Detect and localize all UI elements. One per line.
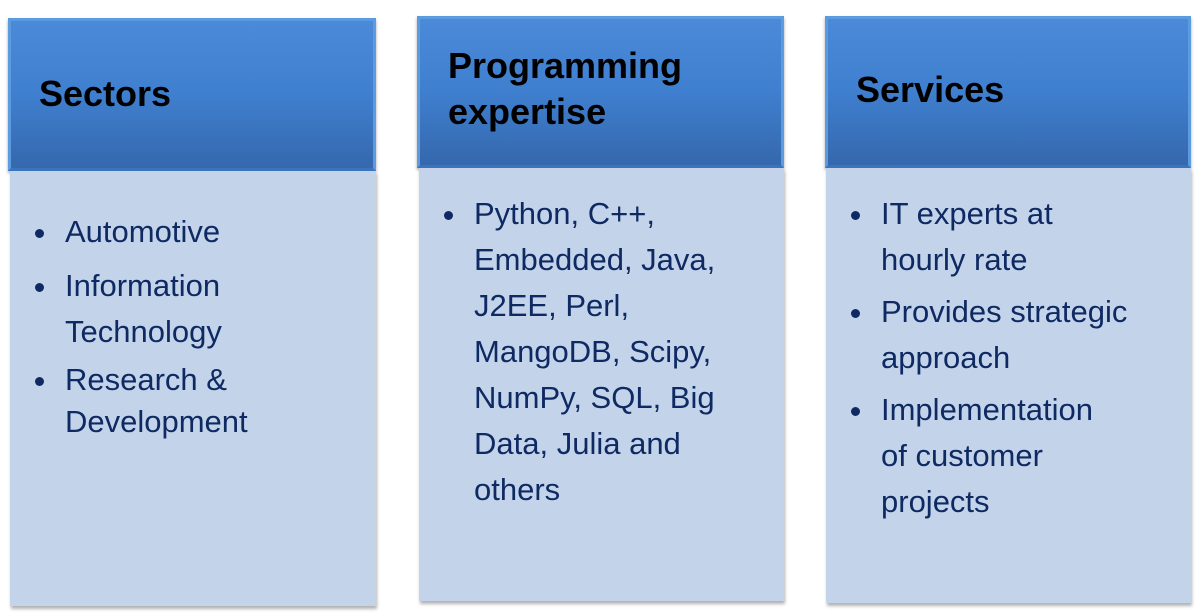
list-item: Automotive [32, 209, 370, 255]
line: Information [65, 268, 221, 303]
line: Embedded, Java, [474, 242, 716, 277]
line: hourly rate [881, 242, 1028, 277]
list-item: Implementation of customer projects [848, 387, 1185, 525]
line: Implementation [881, 392, 1093, 427]
list-item: Python, C++, Embedded, Java, J2EE, Perl,… [441, 191, 778, 513]
programming-body: Python, C++, Embedded, Java, J2EE, Perl,… [419, 168, 784, 601]
line: of customer [881, 438, 1043, 473]
programming-title: Programming expertise [448, 43, 682, 135]
services-body: IT experts at hourly rate Provides strate… [826, 168, 1191, 603]
line: Python, C++, [474, 196, 655, 231]
programming-header: Programming expertise [417, 16, 784, 168]
sectors-header: Sectors [8, 18, 376, 171]
line: Technology [65, 314, 222, 349]
line: MangoDB, Scipy, [474, 334, 712, 369]
line: Development [65, 404, 248, 439]
title-line: Programming [448, 45, 683, 86]
line: J2EE, Perl, [474, 288, 630, 323]
sectors-title: Sectors [39, 71, 171, 117]
title-line: Services [856, 69, 1005, 110]
line: Automotive [65, 214, 221, 249]
line: NumPy, SQL, Big [474, 380, 715, 415]
list-item: Research & Development [32, 357, 370, 445]
list-item: Information Technology [32, 263, 370, 355]
list-item: IT experts at hourly rate [848, 191, 1185, 283]
line: Research & [65, 362, 227, 397]
sectors-body: Automotive Information Technology Researc… [10, 171, 376, 606]
line: Data, Julia and [474, 426, 681, 461]
line: others [474, 472, 561, 507]
services-title: Services [856, 67, 1004, 113]
list-item: Provides strategic approach [848, 289, 1185, 381]
line: projects [881, 484, 990, 519]
services-header: Services [825, 16, 1191, 168]
line: Provides strategic [881, 294, 1128, 329]
title-line: Sectors [39, 73, 172, 114]
line: approach [881, 340, 1011, 375]
title-line: expertise [448, 91, 607, 132]
line: IT experts at [881, 196, 1053, 231]
